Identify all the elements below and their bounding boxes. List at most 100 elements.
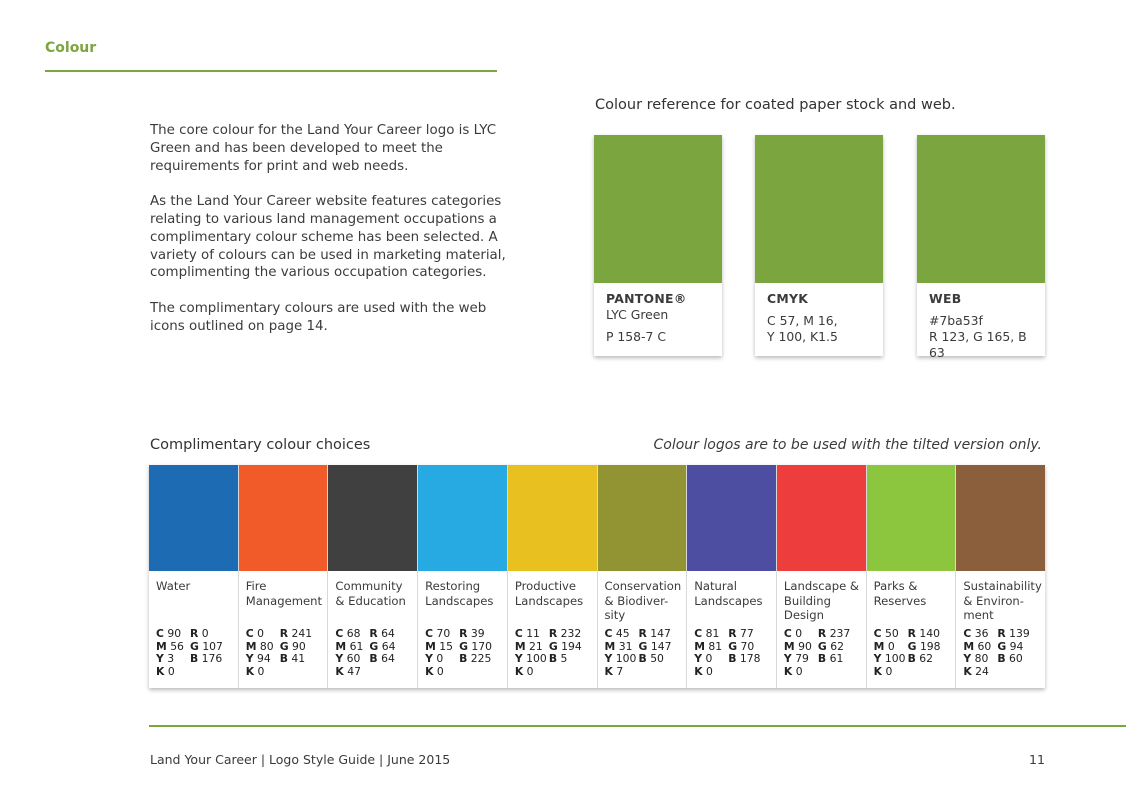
colour-swatch: [866, 465, 956, 571]
rgb-r: 241: [291, 627, 313, 640]
cmyk-y: 3: [167, 652, 175, 666]
card-line: Y 100, K1.5: [767, 329, 838, 344]
rgb-r: 237: [829, 627, 851, 640]
cmyk-y: 0: [705, 652, 713, 666]
complimentary-heading: Complimentary colour choices: [150, 437, 371, 453]
cmyk-k: 0: [526, 664, 534, 678]
rgb-g: 194: [561, 639, 582, 653]
card-label: CMYK: [767, 291, 809, 306]
colour-name: Parks & Reserves: [873, 579, 927, 608]
cmyk-k: 0: [795, 664, 803, 678]
cmyk-k: 0: [706, 664, 713, 678]
colour-name: Water: [156, 579, 191, 593]
lyc-green-swatch: [917, 135, 1045, 283]
cmyk-m: 81: [708, 639, 723, 653]
cmyk-k: 0: [167, 664, 175, 678]
rgb-b: 225: [470, 652, 492, 666]
cmyk-k: 0: [436, 664, 444, 678]
colour-swatch: [238, 465, 328, 571]
reference-heading: Colour reference for coated paper stock …: [595, 97, 956, 113]
bottom-divider: [149, 725, 1126, 727]
rgb-b: 178: [739, 652, 761, 666]
page-number: 11: [1029, 752, 1045, 767]
cmyk-m: 90: [798, 639, 812, 653]
intro-paragraph: The core colour for the Land Your Career…: [150, 123, 497, 174]
footer-text: Land Your Career | Logo Style Guide | Ju…: [150, 752, 451, 767]
intro-text: The core colour for the Land Your Career…: [150, 122, 510, 353]
cmyk-c: 90: [167, 627, 182, 640]
cmyk-c: 45: [615, 627, 630, 640]
colour-swatch: [776, 465, 866, 571]
cmyk-m: 61: [349, 639, 364, 653]
rgb-b: 62: [919, 652, 934, 666]
cmyk-c: 0: [257, 627, 264, 640]
rgb-r: 147: [650, 627, 671, 640]
colour-values: C 68 R 64 M 61 G 64 Y 60 B 64 K 47: [335, 627, 396, 678]
cmyk-c: 11: [526, 627, 540, 640]
cmyk-m: 15: [439, 639, 454, 653]
lyc-green-swatch: [594, 135, 722, 283]
colour-column: Community & Education C 68 R 64 M 61 G 64 Y 6…: [328, 465, 419, 688]
colour-swatch: [687, 465, 776, 571]
rgb-g: 198: [919, 639, 941, 653]
cmyk-m: 31: [618, 639, 633, 653]
cmyk-c: 81: [705, 627, 720, 640]
cmyk-c: 70: [436, 627, 451, 640]
cmyk-card: CMYK C 57, M 16, Y 100, K1.5: [755, 135, 883, 356]
pantone-card: PANTONE® LYC Green P 158-7 C: [594, 135, 722, 356]
rgb-r: 64: [381, 627, 395, 640]
colour-name: Restoring Landscapes: [425, 579, 494, 608]
rgb-g: 94: [1009, 639, 1024, 653]
rgb-b: 41: [291, 652, 306, 666]
colour-swatch: [507, 465, 597, 571]
card-label: WEB: [929, 291, 962, 306]
cmyk-y: 94: [256, 652, 271, 666]
rgb-b: 61: [829, 652, 844, 666]
rgb-g: 147: [650, 639, 672, 653]
card-line: R 123, G 165, B 63: [929, 329, 1027, 360]
colour-name: Landscape & Building Design: [783, 579, 859, 622]
rgb-b: 5: [560, 652, 568, 666]
colour-values: C 36 R 139 M 60 G 94 Y 80 B 60 K 24: [963, 627, 1030, 678]
rgb-b: 50: [650, 652, 664, 666]
cmyk-y: 100: [615, 652, 637, 666]
intro-paragraph: As the Land Your Career website features…: [150, 194, 506, 281]
colour-name: Fire Management: [245, 579, 323, 608]
colour-swatch: [328, 465, 418, 571]
rgb-b: 60: [1009, 652, 1023, 666]
colour-column: Conservation & Biodiver-sity C 45 R 147 M 3…: [597, 465, 688, 688]
rgb-r: 139: [1009, 627, 1030, 640]
colour-name: Community & Education: [335, 579, 406, 608]
cmyk-y: 60: [346, 652, 361, 666]
cmyk-y: 100: [884, 652, 906, 666]
colour-column: Restoring Landscapes C 70 R 39 M 15 G 170 Y 0…: [418, 465, 508, 688]
colour-swatch: [418, 465, 507, 571]
cmyk-m: 21: [529, 639, 543, 653]
cmyk-y: 79: [795, 652, 809, 666]
colour-values: C 45 R 147 M 31 G 147 Y 100 B 50 K 7: [604, 627, 672, 678]
lyc-green-swatch: [755, 135, 883, 283]
cmyk-m: 60: [977, 639, 992, 653]
colour-column: Productive Landscapes C 11 R 232 M 21 G 194 Y…: [507, 465, 598, 688]
cmyk-k: 7: [616, 664, 624, 678]
web-card: WEB #7ba53f R 123, G 165, B 63: [917, 135, 1045, 360]
rgb-r: 77: [739, 627, 754, 640]
rgb-g: 90: [292, 639, 306, 653]
colour-name: Natural Landscapes: [694, 579, 763, 608]
card-line: #7ba53f: [929, 313, 983, 328]
cmyk-c: 50: [885, 627, 899, 640]
card-line: LYC Green: [606, 307, 669, 322]
cmyk-m: 0: [887, 639, 895, 653]
cmyk-m: 80: [259, 639, 274, 653]
complimentary-note: Colour logos are to be used with the til…: [653, 437, 1043, 453]
card-label: PANTONE®: [606, 291, 687, 306]
cmyk-k: 47: [347, 664, 361, 678]
